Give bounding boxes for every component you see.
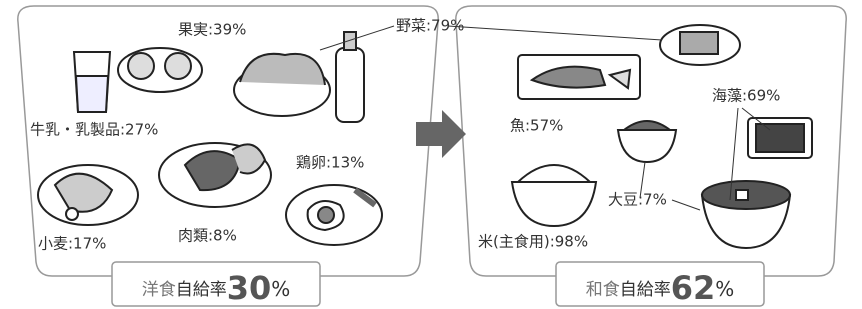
veg-plate-icon (660, 25, 740, 65)
total-suffix: 自給率 (176, 280, 227, 300)
total-suffix: 自給率 (620, 280, 671, 300)
egg-icon (286, 185, 382, 245)
item-label: 牛乳・乳製品:27% (30, 121, 158, 139)
seaweed-icon (748, 118, 812, 158)
diagram: 果実:39% 野菜:79% 牛乳・乳製品:27% 鶏卵:13% 小麦:17% 肉… (0, 0, 862, 309)
item-label: 野菜:79% (396, 17, 464, 35)
fish-icon (518, 55, 640, 99)
item-label: 鶏卵:13% (296, 154, 364, 172)
milk-icon (74, 52, 110, 112)
total-unit: % (715, 277, 734, 301)
item-label: 米(主食用):98% (478, 233, 588, 251)
total-value: 30 (227, 269, 272, 307)
item-label: 果実:39% (178, 21, 246, 39)
wheat-icon (38, 165, 138, 225)
total-name: 和食 (586, 280, 620, 300)
fruit-icon (118, 48, 202, 92)
total-unit: % (271, 277, 290, 301)
item-label: 小麦:17% (38, 235, 106, 253)
total-value: 62 (671, 269, 716, 307)
meat-icon (159, 143, 271, 207)
item-label: 魚:57% (510, 117, 563, 135)
item-label: 肉類:8% (178, 227, 237, 245)
item-label: 大豆:7% (608, 191, 667, 209)
total-name: 洋食 (142, 280, 176, 300)
item-label: 海藻:69% (712, 87, 780, 105)
